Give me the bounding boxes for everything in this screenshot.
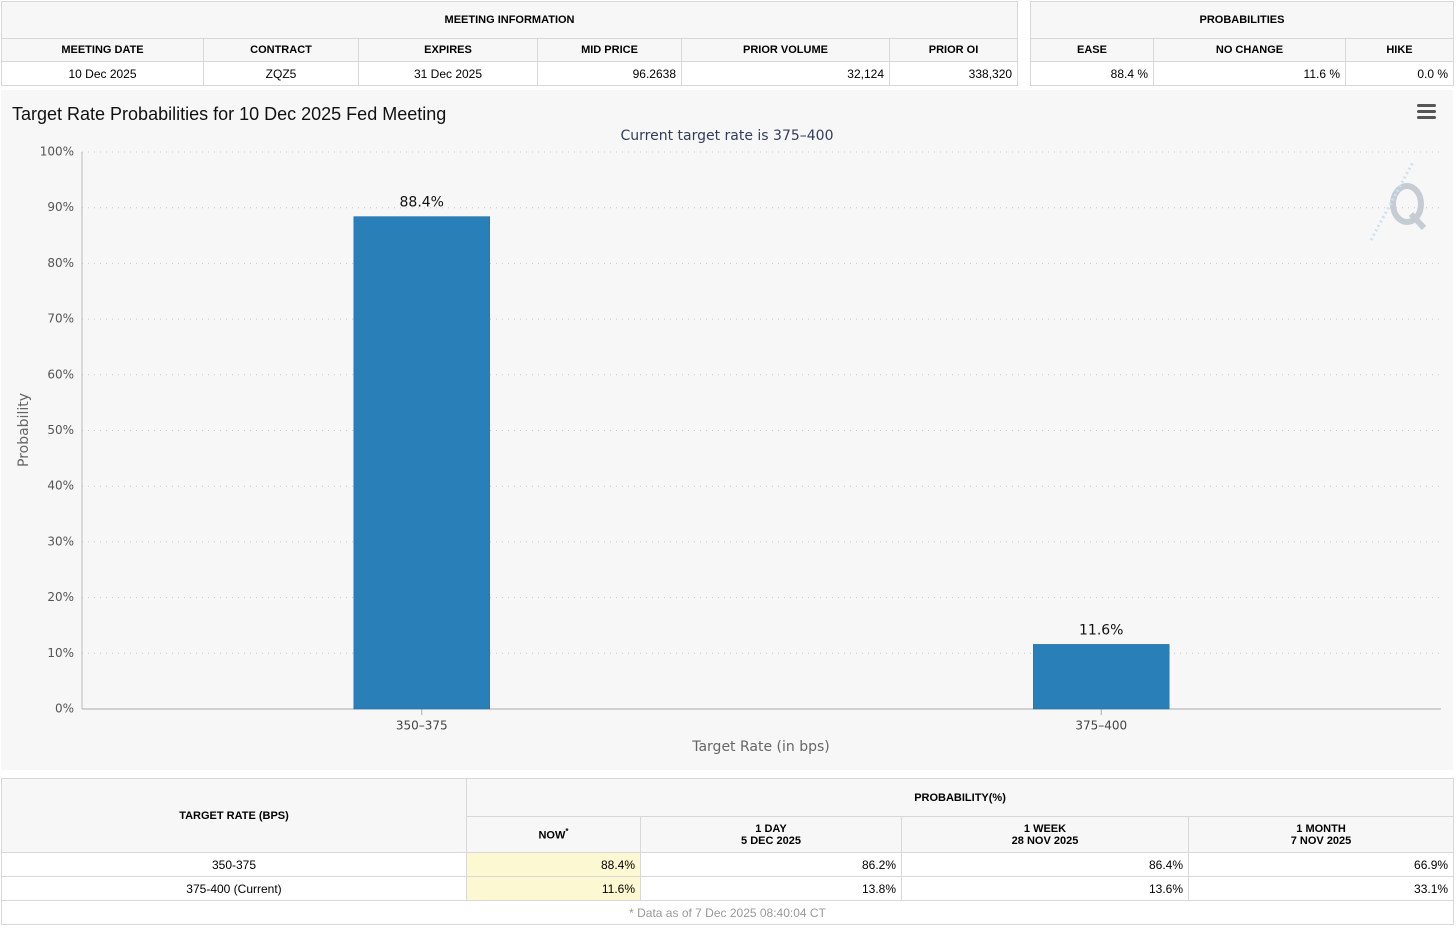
cell: 0.0 % xyxy=(1345,61,1454,86)
y-tick-label: 100% xyxy=(40,145,74,159)
cell: ZQZ5 xyxy=(203,61,359,86)
column-header: MID PRICE xyxy=(537,38,682,62)
menu-button[interactable] xyxy=(1415,104,1437,122)
x-tick-label: 350–375 xyxy=(396,719,448,733)
cell: 96.2638 xyxy=(537,61,682,86)
logo-tail xyxy=(1408,211,1427,231)
y-tick-label: 70% xyxy=(47,312,74,326)
chart-subtitle: Current target rate is 375–400 xyxy=(620,128,833,144)
column-header: MEETING DATE xyxy=(1,38,204,62)
y-tick-label: 50% xyxy=(47,423,74,437)
y-tick-label: 20% xyxy=(47,590,74,604)
history-table: TARGET RATE (BPS) PROBABILITY(%) NOW* 1 … xyxy=(0,778,1455,925)
data-label: 88.4% xyxy=(400,195,444,211)
cell: 11.6 % xyxy=(1153,61,1346,86)
menu-bar xyxy=(1417,104,1436,107)
cell: 31 Dec 2025 xyxy=(358,61,538,86)
x-axis-label: Target Rate (in bps) xyxy=(691,739,830,755)
column-label: 1 WEEK xyxy=(1023,822,1067,835)
cell: 13.8% xyxy=(640,876,902,901)
cell: 88.4% xyxy=(466,852,641,877)
y-axis-label: Probability xyxy=(16,393,32,467)
y-tick-label: 40% xyxy=(47,479,74,493)
column-label: 1 MONTH xyxy=(1296,822,1346,835)
y-tick-label: 30% xyxy=(47,534,74,548)
y-tick-label: 80% xyxy=(47,256,74,270)
cell: 10 Dec 2025 xyxy=(1,61,204,86)
cell: 350-375 xyxy=(1,852,467,877)
menu-bar xyxy=(1417,110,1436,113)
logo-ring xyxy=(1390,183,1424,225)
cell: 88.4 % xyxy=(1030,61,1154,86)
group-header: PROBABILITY(%) xyxy=(465,778,1455,817)
meeting-table: MEETING INFORMATION MEETING DATE CONTRAC… xyxy=(0,1,1019,86)
column-note: * xyxy=(565,827,569,837)
x-tick-label: 375–400 xyxy=(1075,719,1127,733)
column-header: PRIOR VOLUME xyxy=(681,38,890,62)
table-title: MEETING INFORMATION xyxy=(0,1,1019,39)
chart: Target Rate Probabilities for 10 Dec 202… xyxy=(12,104,1441,755)
column-header: NO CHANGE xyxy=(1153,38,1346,62)
column-date: 5 DEC 2025 xyxy=(741,834,801,847)
menu-bar xyxy=(1417,116,1436,119)
column-header: 1 WEEK 28 NOV 2025 xyxy=(901,816,1189,853)
cell: 338,320 xyxy=(888,61,1019,86)
cell: 66.9% xyxy=(1187,852,1455,877)
column-header: PRIOR OI xyxy=(888,38,1019,62)
cell: 32,124 xyxy=(681,61,890,86)
y-tick-label: 0% xyxy=(55,702,74,716)
table-title: PROBABILITIES xyxy=(1030,1,1454,39)
column-date: 28 NOV 2025 xyxy=(1011,834,1079,847)
cell: 13.6% xyxy=(901,876,1189,901)
y-tick-label: 10% xyxy=(47,646,74,660)
column-label: 1 DAY xyxy=(755,822,787,835)
data-label: 11.6% xyxy=(1079,622,1123,638)
chart-container: Target Rate Probabilities for 10 Dec 202… xyxy=(1,90,1453,770)
row-header: TARGET RATE (BPS) xyxy=(1,778,467,853)
watermark-logo xyxy=(1369,161,1427,241)
column-date: 7 NOV 2025 xyxy=(1290,834,1352,847)
column-header: NOW* xyxy=(466,816,641,853)
cell: 86.4% xyxy=(901,852,1189,877)
column-header: EXPIRES xyxy=(358,38,538,62)
column-header: EASE xyxy=(1030,38,1154,62)
column-label: NOW xyxy=(538,829,566,842)
bar xyxy=(1033,644,1170,710)
cell: 11.6% xyxy=(466,876,641,901)
probabilities-table: PROBABILITIES EASE NO CHANGE HIKE 88.4 %… xyxy=(1030,1,1454,86)
bar xyxy=(353,216,490,710)
cell: 86.2% xyxy=(640,852,902,877)
y-tick-label: 90% xyxy=(47,200,74,214)
column-header: 1 MONTH 7 NOV 2025 xyxy=(1187,816,1455,853)
chart-title: Target Rate Probabilities for 10 Dec 202… xyxy=(12,104,446,124)
y-tick-label: 60% xyxy=(47,367,74,381)
column-header: 1 DAY 5 DEC 2025 xyxy=(640,816,902,853)
footnote: * Data as of 7 Dec 2025 08:40:04 CT xyxy=(0,900,1455,925)
cell: 375-400 (Current) xyxy=(1,876,467,901)
column-header: CONTRACT xyxy=(203,38,359,62)
cell: 33.1% xyxy=(1187,876,1455,901)
column-header: HIKE xyxy=(1345,38,1454,62)
